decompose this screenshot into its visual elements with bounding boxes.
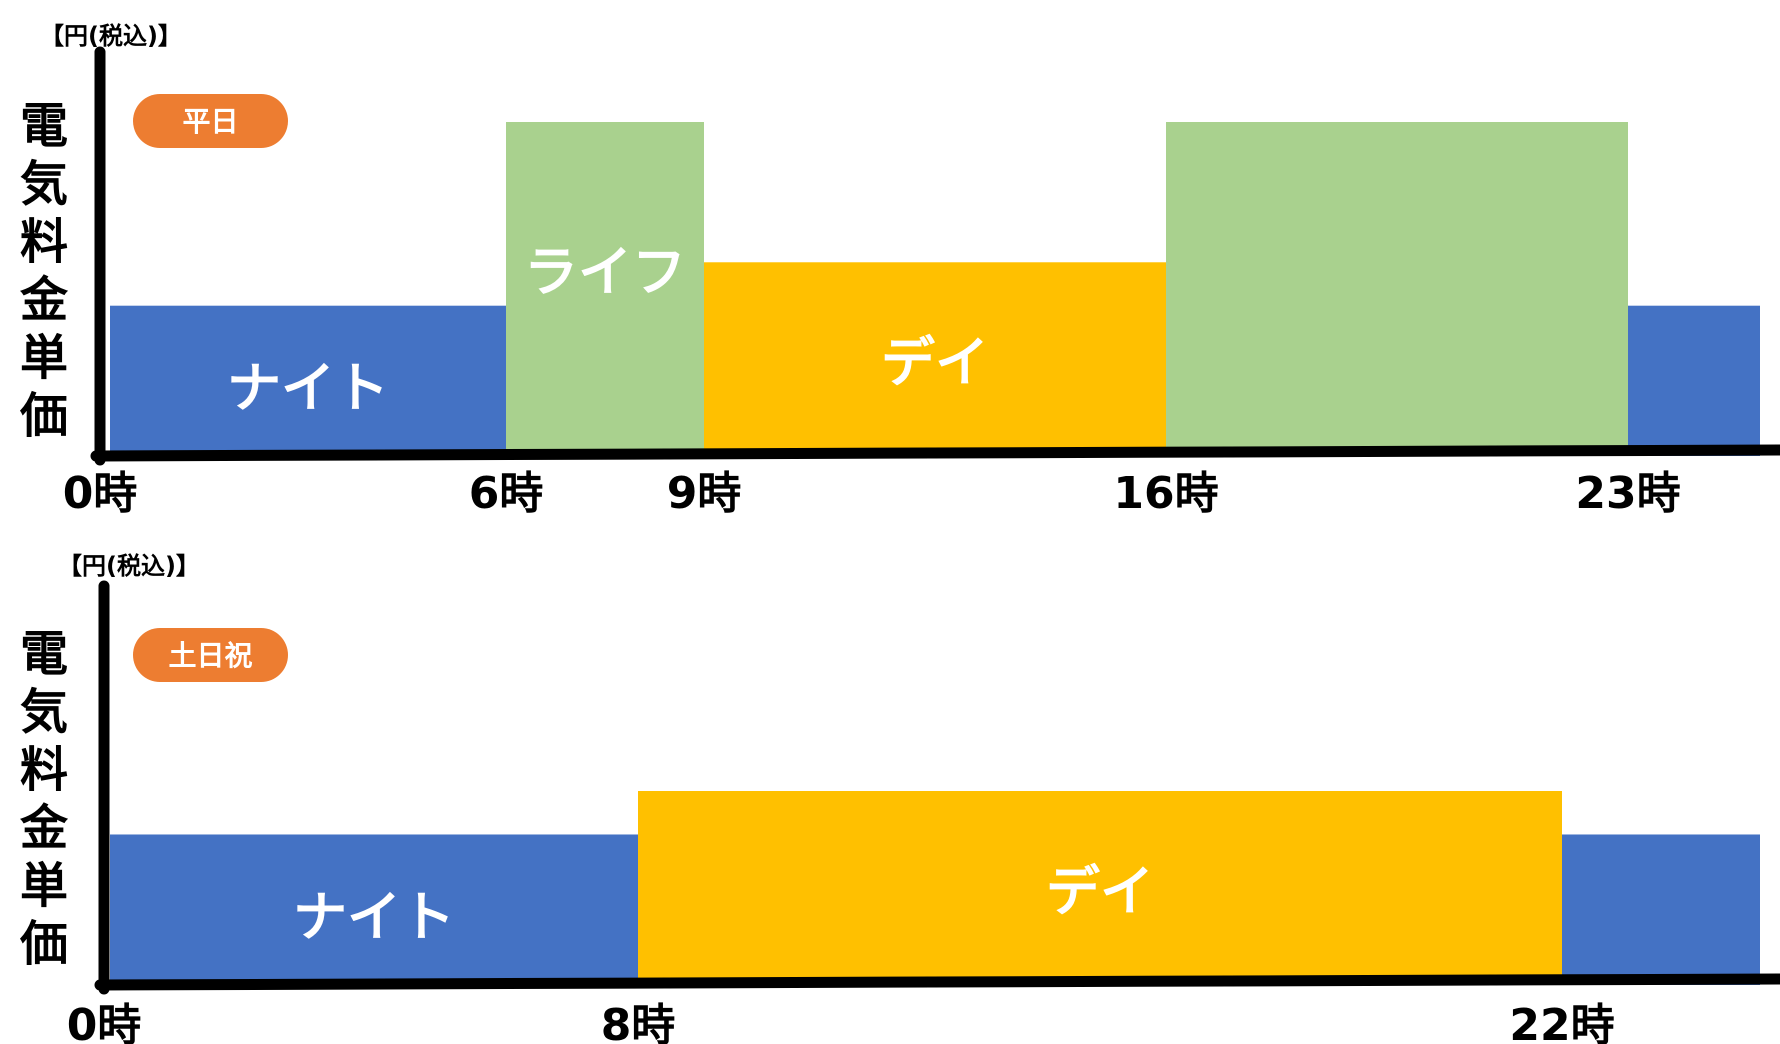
x-tick-label: 8時 xyxy=(601,1000,676,1044)
day-type-badge-text: 土日祝 xyxy=(168,639,252,672)
bar-day xyxy=(704,262,1166,456)
x-tick-label: 0時 xyxy=(63,468,138,519)
y-axis-label-char: 気 xyxy=(20,684,68,740)
bar-life xyxy=(506,122,704,456)
y-axis-label-char: 料 xyxy=(20,742,68,798)
unit-label: 【円(税込)】 xyxy=(40,22,182,50)
segment-label: ナイト xyxy=(293,885,455,948)
y-axis-label-char: 金 xyxy=(19,800,69,856)
segment-label: デイ xyxy=(1046,860,1154,923)
segment-label: ナイト xyxy=(227,356,389,419)
x-tick-label: 22時 xyxy=(1509,1000,1614,1044)
y-axis-label-char: 単 xyxy=(20,858,68,914)
y-axis-label-char: 価 xyxy=(19,916,68,972)
y-axis-label-char: 電 xyxy=(20,626,68,682)
bar-life xyxy=(1166,122,1628,456)
y-axis-label-char: 価 xyxy=(19,388,68,444)
x-tick-label: 16時 xyxy=(1113,468,1218,519)
unit-label: 【円(税込)】 xyxy=(58,552,200,580)
bar-night xyxy=(110,305,506,456)
segment-label: デイ xyxy=(881,331,989,394)
x-tick-label: 6時 xyxy=(469,468,544,519)
x-tick-label: 23時 xyxy=(1575,468,1680,519)
y-axis-label-char: 気 xyxy=(20,156,68,212)
bar-night xyxy=(1562,834,1760,985)
x-tick-label: 9時 xyxy=(667,468,742,519)
x-axis xyxy=(94,973,1780,991)
y-axis-label-char: 電 xyxy=(20,98,68,154)
bar-day xyxy=(638,791,1562,985)
y-axis-label-char: 料 xyxy=(20,214,68,270)
y-axis-label-char: 単 xyxy=(20,330,68,386)
x-axis xyxy=(90,444,1780,462)
bar-night xyxy=(110,834,638,985)
day-type-badge xyxy=(133,628,288,682)
x-tick-label: 0時 xyxy=(67,1000,142,1044)
y-axis-label-char: 金 xyxy=(19,272,69,328)
day-type-badge-text: 平日 xyxy=(182,105,238,138)
day-type-badge xyxy=(133,94,288,148)
bar-night xyxy=(1628,305,1760,456)
segment-label: ライフ xyxy=(524,240,686,303)
